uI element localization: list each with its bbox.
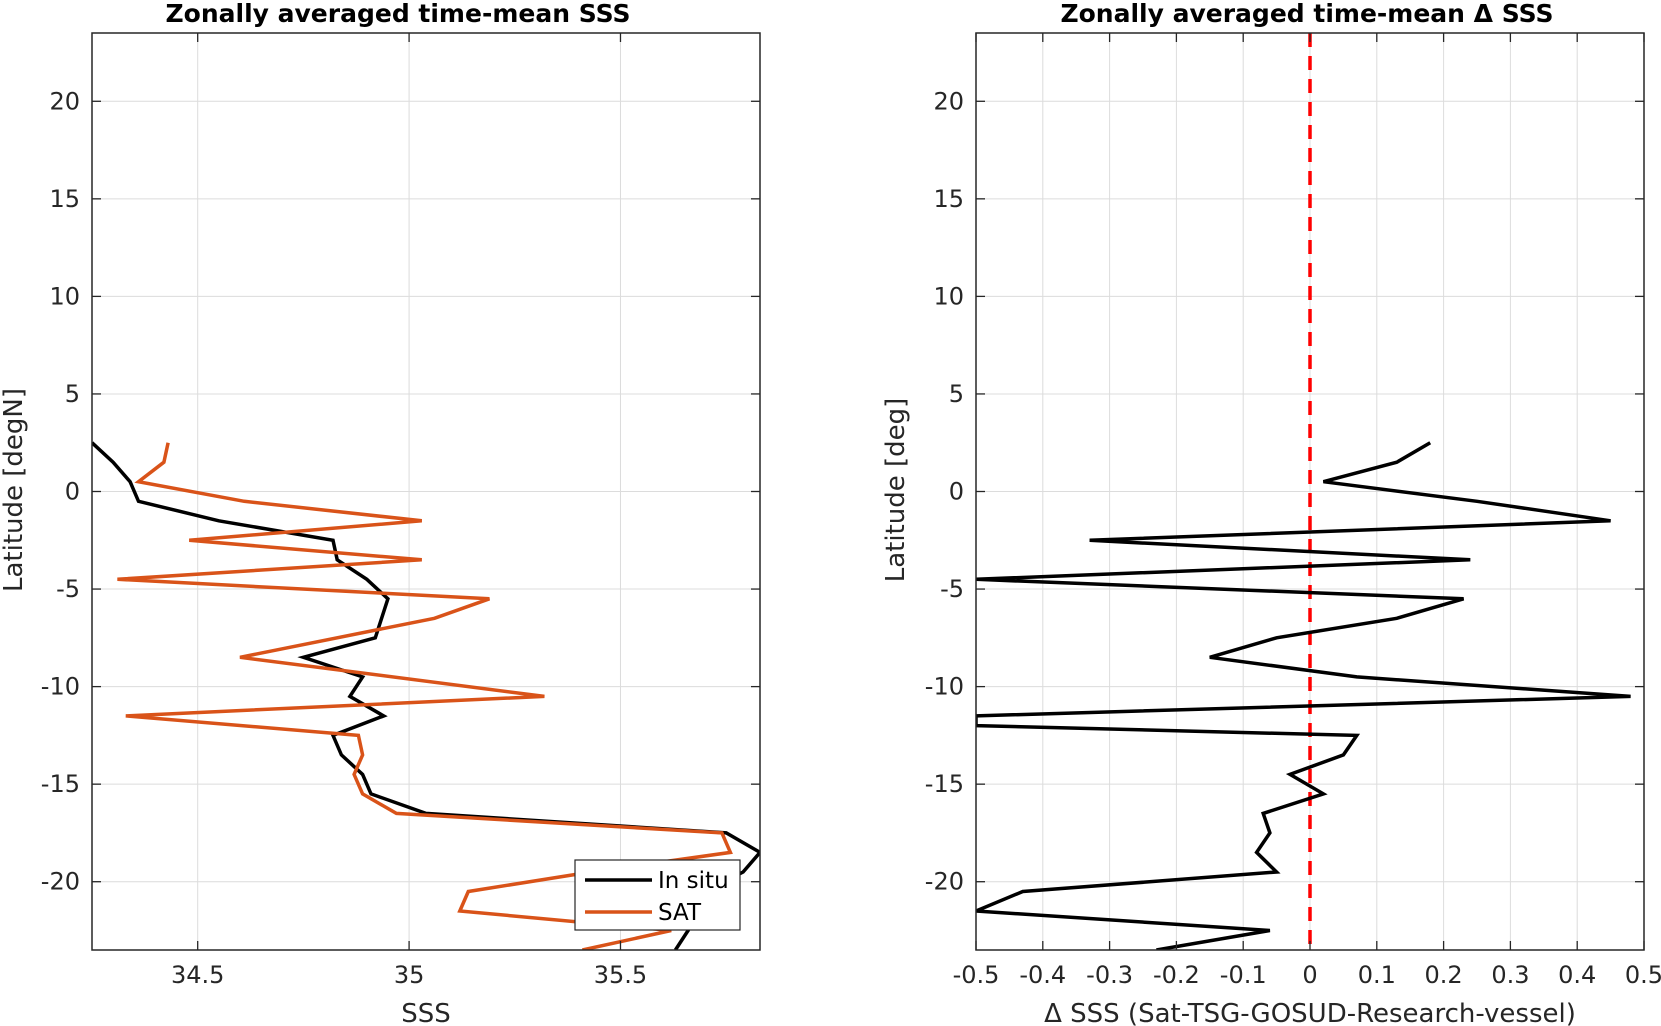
right-series-group — [976, 33, 1631, 950]
left-grid — [92, 33, 760, 950]
y-tick-label: -20 — [925, 868, 964, 896]
y-tick-label: 20 — [933, 87, 964, 115]
x-tick-label: 35 — [394, 961, 425, 989]
y-tick-label: 10 — [933, 282, 964, 310]
x-tick-label: 35.5 — [594, 961, 647, 989]
y-tick-label: -5 — [56, 575, 80, 603]
y-tick-label: -20 — [41, 868, 80, 896]
left-tick-group: 20 15 10 5 0 -5 -10 -15 -20 34.5 35 35.5 — [41, 33, 760, 989]
y-tick-label: 0 — [65, 478, 80, 506]
left-chart-title: Zonally averaged time-mean SSS — [166, 0, 631, 28]
right-x-axis-label: Δ SSS (Sat-TSG-GOSUD-Research-vessel) — [1044, 999, 1576, 1026]
series-line-series-0 — [976, 441, 1631, 950]
legend-label-in-situ: In situ — [658, 868, 729, 894]
right-y-axis-label: Latitude [deg] — [881, 398, 911, 583]
y-tick-label: 0 — [949, 478, 964, 506]
right-tick-group: 20 15 10 5 0 -5 -10 -15 -20 -0.5 -0.4 -0.3 -0.2 -0.1 0… — [925, 33, 1661, 989]
right-chart-title: Zonally averaged time-mean Δ SSS — [1061, 0, 1554, 28]
y-tick-label: 15 — [49, 185, 80, 213]
y-tick-label: -10 — [925, 673, 964, 701]
x-tick-label: -0.4 — [1019, 961, 1066, 989]
legend-box — [574, 859, 741, 931]
x-tick-label: 0 — [1302, 961, 1317, 989]
y-tick-label: 20 — [49, 87, 80, 115]
x-tick-label: -0.5 — [953, 961, 1000, 989]
y-tick-label: -15 — [41, 770, 80, 798]
y-tick-label: -15 — [925, 770, 964, 798]
left-y-axis-label: Latitude [degN] — [0, 388, 29, 592]
left-x-axis-label: SSS — [401, 999, 451, 1026]
legend-label-sat: SAT — [658, 900, 702, 926]
y-tick-label: 10 — [49, 282, 80, 310]
y-tick-label: -10 — [41, 673, 80, 701]
x-tick-label: 0.3 — [1491, 961, 1529, 989]
y-tick-label: 5 — [949, 380, 964, 408]
x-tick-label: -0.1 — [1220, 961, 1267, 989]
right-grid — [975, 33, 1645, 950]
x-tick-label: -0.2 — [1153, 961, 1200, 989]
y-tick-label: 15 — [933, 185, 964, 213]
y-tick-label: -5 — [940, 575, 964, 603]
x-tick-label: 34.5 — [171, 961, 224, 989]
right-panel-delta-sss: Zonally averaged time-mean Δ SSS 20 15 10 5… — [881, 0, 1661, 1026]
x-tick-label: 0.2 — [1425, 961, 1463, 989]
x-tick-label: 0.1 — [1358, 961, 1396, 989]
x-tick-label: -0.3 — [1086, 961, 1133, 989]
legend: In situ SAT — [574, 859, 741, 931]
x-tick-label: 0.5 — [1625, 961, 1661, 989]
x-tick-label: 0.4 — [1558, 961, 1596, 989]
y-tick-label: 5 — [65, 380, 80, 408]
left-panel-sss: Zonally averaged time-mean SSS 20 15 10 5 0 -… — [0, 0, 761, 1026]
